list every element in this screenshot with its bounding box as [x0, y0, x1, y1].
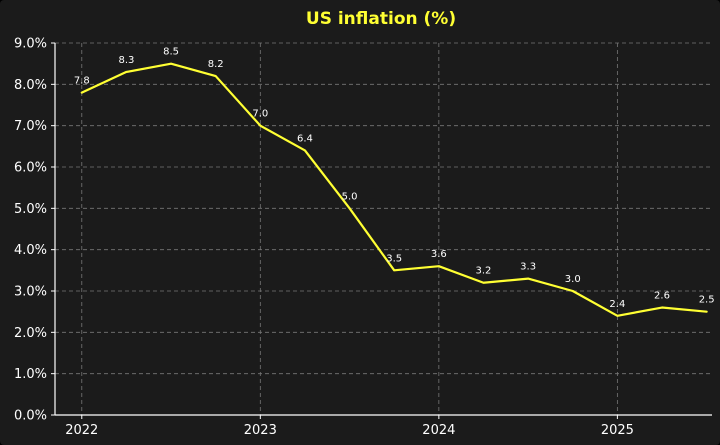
data-label: 3.3 [520, 262, 536, 273]
data-label: 7.0 [252, 109, 268, 120]
data-label: 2.6 [654, 291, 670, 302]
series-layer [80, 62, 708, 317]
y-tick-label: 0.0% [14, 409, 47, 424]
y-tick-label: 8.0% [14, 78, 47, 93]
data-label: 3.6 [431, 249, 447, 260]
data-label: 8.5 [163, 47, 179, 58]
y-tick-label: 6.0% [14, 161, 47, 176]
data-label: 5.0 [342, 191, 358, 202]
data-label: 3.0 [565, 274, 581, 285]
y-tick-label: 2.0% [14, 326, 47, 341]
data-label: 8.3 [118, 55, 134, 66]
y-tick-label: 9.0% [14, 37, 47, 52]
x-tick-label: 2023 [244, 423, 277, 438]
y-tick-label: 3.0% [14, 285, 47, 300]
grid [55, 42, 712, 415]
chart-title: US inflation (%) [306, 9, 456, 29]
y-tick-label: 1.0% [14, 367, 47, 382]
series-line [80, 62, 708, 317]
y-tick-label: 7.0% [14, 119, 47, 134]
data-label: 7.8 [74, 76, 90, 87]
data-label: 3.5 [386, 253, 402, 264]
x-tick-label: 2024 [422, 423, 455, 438]
axes: 0.0% 1.0% 2.0% 3.0% 4.0% 5.0% 6.0% 7.0% 8.0% 9.0%… [14, 37, 712, 438]
y-tick-label: 4.0% [14, 243, 47, 258]
data-label: 8.2 [208, 59, 224, 70]
data-labels: 7.8 8.3 8.5 8.2 7.0 6.4 5.0 3.5 3.6 3.2 3.3 3.0 2.4 2… [74, 47, 715, 310]
data-label: 2.4 [609, 299, 625, 310]
data-label: 3.2 [476, 266, 492, 277]
x-tick-label: 2022 [65, 423, 98, 438]
data-label: 6.4 [297, 133, 313, 144]
data-label: 2.5 [699, 295, 715, 306]
x-tick-label: 2025 [601, 423, 634, 438]
y-tick-label: 5.0% [14, 202, 47, 217]
